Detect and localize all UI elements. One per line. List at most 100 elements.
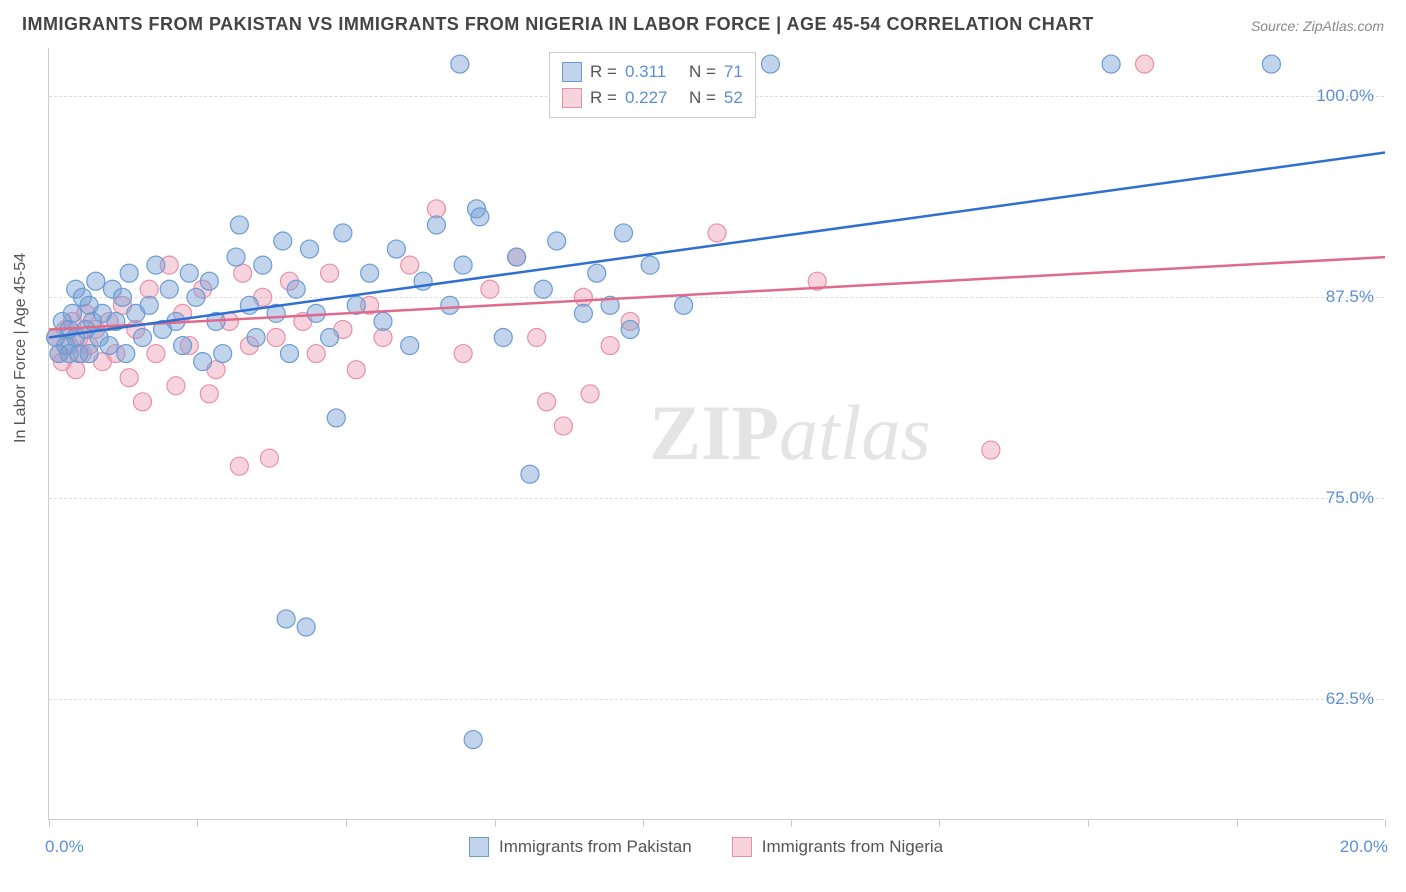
scatter-point-pakistan	[574, 304, 592, 322]
scatter-point-pakistan	[1262, 55, 1280, 73]
scatter-point-nigeria	[140, 280, 158, 298]
scatter-point-nigeria	[481, 280, 499, 298]
scatter-point-pakistan	[621, 320, 639, 338]
x-tick	[939, 819, 940, 827]
n-label: N =	[689, 62, 716, 82]
scatter-point-pakistan	[140, 296, 158, 314]
scatter-point-pakistan	[301, 240, 319, 258]
swatch-pakistan-icon	[469, 837, 489, 857]
n-value-2: 52	[724, 88, 743, 108]
scatter-point-pakistan	[454, 256, 472, 274]
legend-stats-row-1: R = 0.311 N = 71	[562, 59, 743, 85]
plot-area: In Labor Force | Age 45-54 62.5%75.0%87.…	[48, 48, 1384, 820]
scatter-point-pakistan	[117, 345, 135, 363]
scatter-point-nigeria	[120, 369, 138, 387]
scatter-point-pakistan	[361, 264, 379, 282]
legend-stats: R = 0.311 N = 71 R = 0.227 N = 52	[549, 52, 756, 118]
scatter-point-pakistan	[641, 256, 659, 274]
scatter-point-nigeria	[581, 385, 599, 403]
x-tick	[197, 819, 198, 827]
scatter-point-pakistan	[180, 264, 198, 282]
scatter-point-pakistan	[374, 312, 392, 330]
x-max-label: 20.0%	[1340, 837, 1388, 857]
scatter-point-pakistan	[200, 272, 218, 290]
scatter-point-nigeria	[200, 385, 218, 403]
swatch-nigeria-icon	[562, 88, 582, 108]
scatter-point-nigeria	[1136, 55, 1154, 73]
scatter-point-pakistan	[675, 296, 693, 314]
scatter-point-nigeria	[708, 224, 726, 242]
scatter-point-pakistan	[120, 264, 138, 282]
scatter-point-pakistan	[588, 264, 606, 282]
scatter-point-pakistan	[321, 329, 339, 347]
scatter-point-pakistan	[441, 296, 459, 314]
scatter-point-nigeria	[574, 288, 592, 306]
scatter-point-pakistan	[494, 329, 512, 347]
scatter-point-nigeria	[401, 256, 419, 274]
legend-label-nigeria: Immigrants from Nigeria	[762, 837, 943, 857]
x-tick	[1237, 819, 1238, 827]
scatter-point-pakistan	[471, 208, 489, 226]
scatter-point-pakistan	[113, 288, 131, 306]
scatter-point-pakistan	[227, 248, 245, 266]
y-axis-title: In Labor Force | Age 45-54	[12, 252, 30, 442]
chart-svg	[49, 48, 1384, 819]
scatter-point-nigeria	[230, 457, 248, 475]
r-label-2: R =	[590, 88, 617, 108]
r-value-1: 0.311	[625, 62, 681, 82]
scatter-point-pakistan	[387, 240, 405, 258]
scatter-point-nigeria	[134, 393, 152, 411]
scatter-point-nigeria	[374, 329, 392, 347]
legend-item-pakistan: Immigrants from Pakistan	[469, 837, 692, 857]
x-tick	[643, 819, 644, 827]
scatter-point-pakistan	[521, 465, 539, 483]
scatter-point-nigeria	[982, 441, 1000, 459]
scatter-point-nigeria	[347, 361, 365, 379]
scatter-point-pakistan	[277, 610, 295, 628]
legend-stats-row-2: R = 0.227 N = 52	[562, 85, 743, 111]
scatter-point-pakistan	[427, 216, 445, 234]
r-label: R =	[590, 62, 617, 82]
scatter-point-pakistan	[87, 272, 105, 290]
scatter-point-pakistan	[614, 224, 632, 242]
scatter-point-pakistan	[194, 353, 212, 371]
scatter-point-nigeria	[427, 200, 445, 218]
scatter-point-pakistan	[214, 345, 232, 363]
scatter-point-pakistan	[254, 256, 272, 274]
scatter-point-pakistan	[63, 304, 81, 322]
scatter-point-pakistan	[247, 329, 265, 347]
scatter-point-pakistan	[134, 329, 152, 347]
scatter-point-pakistan	[297, 618, 315, 636]
scatter-point-pakistan	[100, 337, 118, 355]
scatter-point-nigeria	[147, 345, 165, 363]
scatter-point-pakistan	[274, 232, 292, 250]
scatter-point-nigeria	[260, 449, 278, 467]
scatter-point-pakistan	[280, 345, 298, 363]
scatter-point-nigeria	[601, 337, 619, 355]
scatter-point-pakistan	[334, 224, 352, 242]
scatter-point-nigeria	[267, 329, 285, 347]
x-tick	[346, 819, 347, 827]
scatter-point-nigeria	[554, 417, 572, 435]
scatter-point-pakistan	[174, 337, 192, 355]
x-tick	[49, 819, 50, 827]
scatter-point-pakistan	[761, 55, 779, 73]
x-tick	[791, 819, 792, 827]
legend-item-nigeria: Immigrants from Nigeria	[732, 837, 943, 857]
r-value-2: 0.227	[625, 88, 681, 108]
scatter-point-nigeria	[538, 393, 556, 411]
swatch-pakistan-icon	[562, 62, 582, 82]
scatter-point-nigeria	[67, 361, 85, 379]
swatch-nigeria-icon	[732, 837, 752, 857]
scatter-point-nigeria	[321, 264, 339, 282]
scatter-point-nigeria	[307, 345, 325, 363]
x-tick	[1088, 819, 1089, 827]
legend-label-pakistan: Immigrants from Pakistan	[499, 837, 692, 857]
x-tick	[495, 819, 496, 827]
chart-title: IMMIGRANTS FROM PAKISTAN VS IMMIGRANTS F…	[22, 14, 1094, 35]
regression-line-pakistan	[49, 153, 1385, 338]
scatter-point-pakistan	[1102, 55, 1120, 73]
scatter-point-pakistan	[160, 280, 178, 298]
scatter-point-pakistan	[187, 288, 205, 306]
scatter-point-pakistan	[147, 256, 165, 274]
